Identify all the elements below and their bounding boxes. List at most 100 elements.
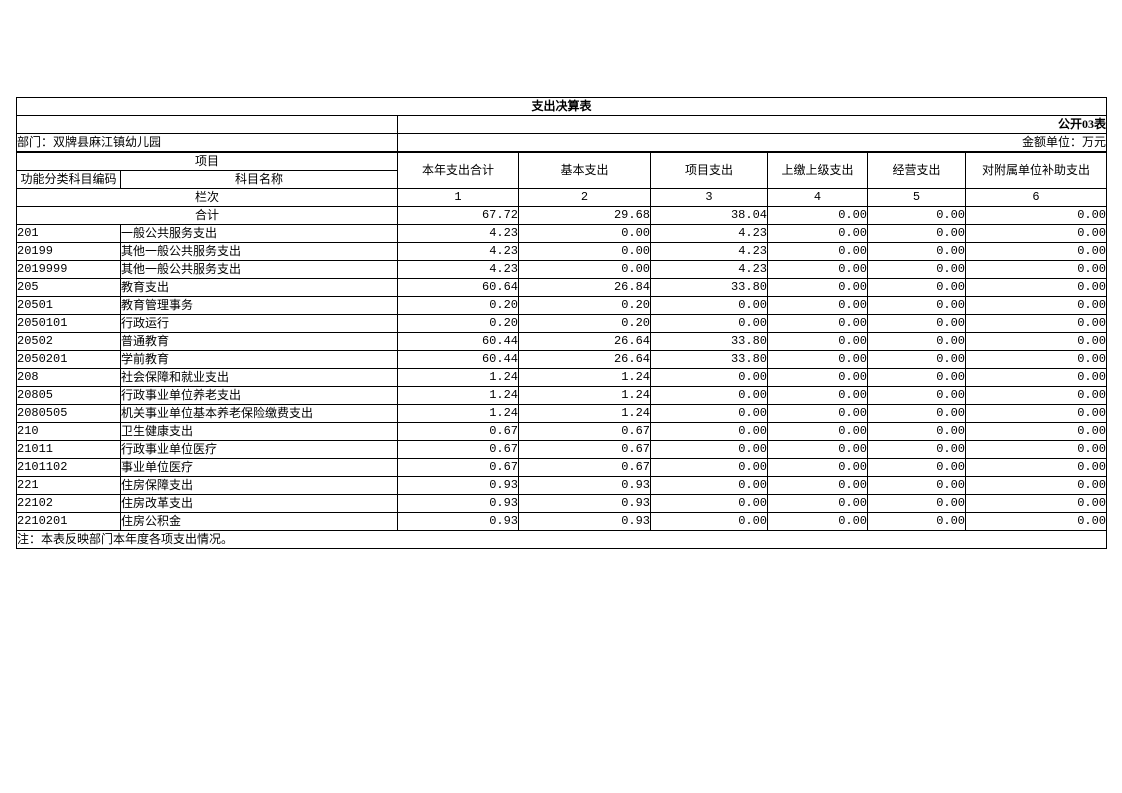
header-col-operating-expenditure: 经营支出 xyxy=(867,151,966,189)
row-value-cell: 0.93 xyxy=(518,512,651,531)
row-value-cell: 0.00 xyxy=(518,224,651,243)
row-value-cell: 0.00 xyxy=(650,404,768,423)
row-value-cell: 0.00 xyxy=(964,242,1108,261)
row-value-cell: 0.00 xyxy=(767,404,868,423)
row-name-cell: 其他一般公共服务支出 xyxy=(120,260,398,279)
row-code-cell: 210 xyxy=(16,422,121,441)
row-value-cell: 4.23 xyxy=(650,260,768,279)
row-value-cell: 0.00 xyxy=(767,260,868,279)
row-value-cell: 0.00 xyxy=(964,368,1108,387)
header-code-column: 功能分类科目编码 xyxy=(16,170,121,189)
row-value-cell: 0.67 xyxy=(518,440,651,459)
row-value-cell: 26.64 xyxy=(518,332,651,351)
row-value-cell: 0.00 xyxy=(964,494,1108,513)
row-value-cell: 0.00 xyxy=(867,494,966,513)
row-name-cell: 普通教育 xyxy=(120,332,398,351)
row-value-cell: 0.00 xyxy=(964,386,1108,405)
row-name-cell: 住房保障支出 xyxy=(120,476,398,495)
row-value-cell: 0.00 xyxy=(964,512,1108,531)
table-row: 20502 普通教育 60.44 26.64 33.80 0.00 0.00 0… xyxy=(16,332,1108,351)
row-value-cell: 0.00 xyxy=(650,512,768,531)
row-code-cell: 2080505 xyxy=(16,404,121,423)
row-value-cell: 4.23 xyxy=(397,260,519,279)
row-value-cell: 0.00 xyxy=(767,332,868,351)
row-code-cell: 208 xyxy=(16,368,121,387)
row-value-cell: 0.00 xyxy=(767,386,868,405)
header-name-column: 科目名称 xyxy=(120,170,398,189)
row-value-cell: 0.00 xyxy=(964,458,1108,477)
fiscal-report-sheet: 支出决算表 公开03表 部门：双牌县麻江镇幼儿园 金额单位：万元 项目 本年支出… xyxy=(15,97,1108,549)
row-value-cell: 0.93 xyxy=(397,494,519,513)
table-row: 208 社会保障和就业支出 1.24 1.24 0.00 0.00 0.00 0… xyxy=(16,368,1108,387)
row-value-cell: 0.00 xyxy=(767,476,868,495)
lanci-label: 栏次 xyxy=(16,188,398,207)
row-value-cell: 0.00 xyxy=(964,350,1108,369)
table-row: 20199 其他一般公共服务支出 4.23 0.00 4.23 0.00 0.0… xyxy=(16,242,1108,261)
row-value-cell: 26.84 xyxy=(518,278,651,297)
row-code-cell: 21011 xyxy=(16,440,121,459)
row-value-cell: 4.23 xyxy=(650,224,768,243)
total-value-cell: 0.00 xyxy=(767,206,868,225)
total-value-cell: 29.68 xyxy=(518,206,651,225)
row-value-cell: 60.44 xyxy=(397,332,519,351)
row-value-cell: 0.00 xyxy=(650,368,768,387)
row-value-cell: 0.00 xyxy=(964,404,1108,423)
row-value-cell: 0.20 xyxy=(518,314,651,333)
page-title: 支出决算表 xyxy=(15,97,1108,116)
row-name-cell: 住房改革支出 xyxy=(120,494,398,513)
row-value-cell: 0.00 xyxy=(650,314,768,333)
table-row: 2050101 行政运行 0.20 0.20 0.00 0.00 0.00 0.… xyxy=(16,314,1108,333)
unit-label: 金额单位：万元 xyxy=(396,133,1108,153)
row-value-cell: 0.00 xyxy=(964,296,1108,315)
meta-row: 部门：双牌县麻江镇幼儿园 金额单位：万元 xyxy=(16,133,1108,153)
row-code-cell: 20502 xyxy=(16,332,121,351)
row-code-cell: 2050201 xyxy=(16,350,121,369)
row-value-cell: 0.00 xyxy=(867,386,966,405)
column-number-2: 2 xyxy=(518,188,651,207)
row-value-cell: 0.20 xyxy=(518,296,651,315)
row-value-cell: 0.00 xyxy=(650,476,768,495)
row-value-cell: 0.00 xyxy=(767,224,868,243)
header-col-upper-level-expenditure: 上缴上级支出 xyxy=(767,151,868,189)
row-value-cell: 0.67 xyxy=(518,458,651,477)
row-value-cell: 0.67 xyxy=(397,440,519,459)
department-label: 部门：双牌县麻江镇幼儿园 xyxy=(16,133,398,153)
row-value-cell: 0.00 xyxy=(867,296,966,315)
header-col-project-expenditure: 项目支出 xyxy=(650,151,768,189)
row-value-cell: 0.00 xyxy=(650,440,768,459)
row-value-cell: 0.67 xyxy=(518,422,651,441)
row-value-cell: 0.00 xyxy=(964,440,1108,459)
row-code-cell: 221 xyxy=(16,476,121,495)
header-row-project: 项目 本年支出合计 基本支出 项目支出 上缴上级支出 经营支出 对附属单位补助支… xyxy=(16,151,1108,189)
row-value-cell: 0.00 xyxy=(767,278,868,297)
row-value-cell: 0.00 xyxy=(964,314,1108,333)
row-value-cell: 0.00 xyxy=(867,350,966,369)
row-value-cell: 0.00 xyxy=(518,242,651,261)
row-value-cell: 0.00 xyxy=(867,224,966,243)
row-value-cell: 4.23 xyxy=(397,242,519,261)
row-name-cell: 行政运行 xyxy=(120,314,398,333)
row-code-cell: 2019999 xyxy=(16,260,121,279)
row-value-cell: 0.00 xyxy=(650,386,768,405)
table-row: 22102 住房改革支出 0.93 0.93 0.00 0.00 0.00 0.… xyxy=(16,494,1108,513)
empty-cell xyxy=(16,115,398,134)
total-value-cell: 67.72 xyxy=(397,206,519,225)
row-value-cell: 1.24 xyxy=(518,386,651,405)
row-value-cell: 0.00 xyxy=(964,422,1108,441)
row-value-cell: 0.00 xyxy=(867,242,966,261)
row-value-cell: 0.00 xyxy=(867,278,966,297)
table-row: 2101102 事业单位医疗 0.67 0.67 0.00 0.00 0.00 … xyxy=(16,458,1108,477)
row-value-cell: 0.00 xyxy=(767,242,868,261)
header-col-basic-expenditure: 基本支出 xyxy=(518,151,651,189)
row-value-cell: 0.00 xyxy=(767,494,868,513)
column-number-5: 5 xyxy=(867,188,966,207)
table-row: 2050201 学前教育 60.44 26.64 33.80 0.00 0.00… xyxy=(16,350,1108,369)
row-value-cell: 0.00 xyxy=(964,332,1108,351)
title-row: 支出决算表 xyxy=(15,97,1108,116)
row-value-cell: 0.93 xyxy=(518,476,651,495)
row-value-cell: 0.00 xyxy=(867,440,966,459)
row-value-cell: 0.00 xyxy=(650,296,768,315)
row-value-cell: 0.00 xyxy=(650,494,768,513)
row-name-cell: 教育管理事务 xyxy=(120,296,398,315)
row-name-cell: 学前教育 xyxy=(120,350,398,369)
